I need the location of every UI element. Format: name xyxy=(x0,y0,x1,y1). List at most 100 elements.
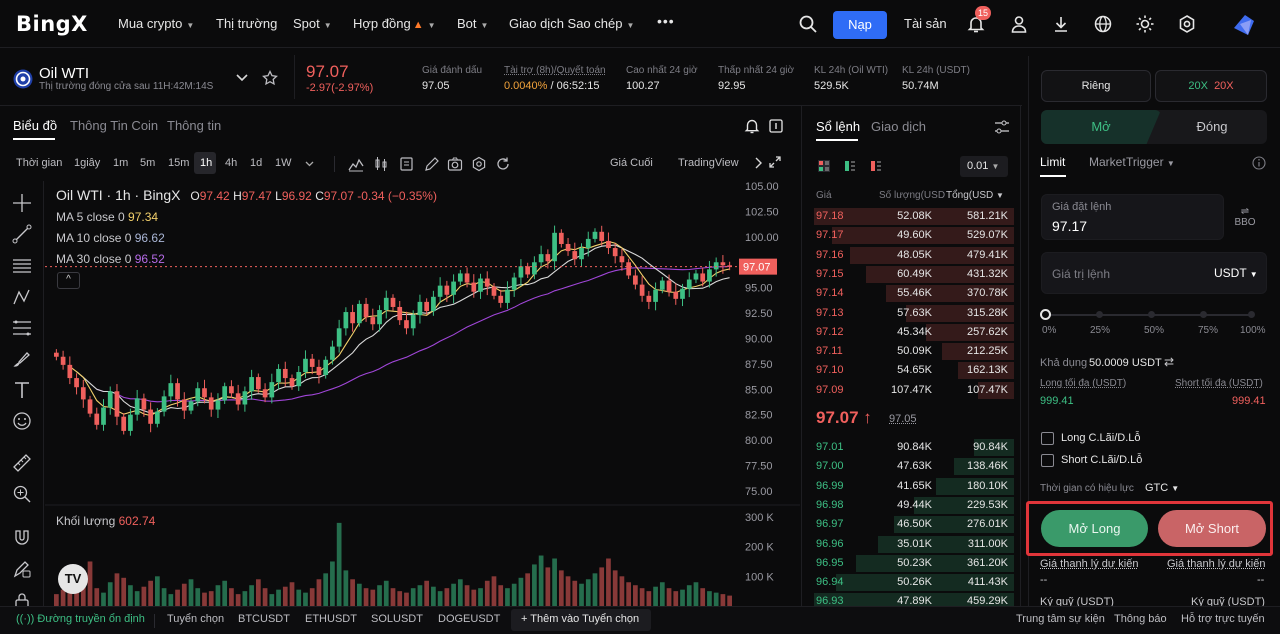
tab-coin-info[interactable]: Thông Tin Coin xyxy=(70,118,159,133)
tab-order-book[interactable]: Sổ lệnh xyxy=(816,119,861,134)
tif-select[interactable]: GTC ▼ xyxy=(1145,482,1179,494)
ask-row[interactable]: 97.11 50.09K 212.25K xyxy=(802,342,1014,361)
order-info-icon[interactable] xyxy=(769,119,783,133)
fullscreen-icon[interactable] xyxy=(768,155,782,169)
app-brand-icon[interactable] xyxy=(1231,12,1257,38)
bingx-logo[interactable]: BingX xyxy=(16,12,88,36)
favorite-star-icon[interactable] xyxy=(262,70,278,86)
horizontal-lines-icon[interactable] xyxy=(12,256,32,276)
interval-1s[interactable]: 1giây xyxy=(74,157,101,169)
bid-row[interactable]: 96.95 50.23K 361.20K xyxy=(802,554,1014,573)
ask-row[interactable]: 97.12 45.34K 257.62K xyxy=(802,323,1014,342)
nav-markets[interactable]: Thị trường xyxy=(216,16,277,31)
tab-chart[interactable]: Biểu đồ xyxy=(13,118,58,133)
ask-row[interactable]: 97.09 107.47K 107.47K xyxy=(802,381,1014,400)
funding-label[interactable]: Tài trợ (8h)/Quyết toán xyxy=(504,65,606,76)
ask-row[interactable]: 97.18 52.08K 581.21K xyxy=(802,207,1014,226)
bid-row[interactable]: 97.00 47.63K 138.46K xyxy=(802,457,1014,476)
assets-link[interactable]: Tài sản xyxy=(904,16,947,31)
footer-ticker-doge[interactable]: DOGEUSDT xyxy=(438,613,501,625)
indicators-icon[interactable] xyxy=(348,156,364,172)
precision-select[interactable]: 0.01 ▼ xyxy=(960,156,1008,177)
footer-ticker-btc[interactable]: BTCUSDT xyxy=(238,613,290,625)
candlestick-chart[interactable]: 105.00102.50100.0097.5095.0092.5090.0087… xyxy=(45,181,800,606)
bbo-button[interactable]: ⇌ BBO xyxy=(1231,206,1259,228)
announcements-link[interactable]: Thông báo xyxy=(1114,613,1167,625)
search-icon[interactable] xyxy=(798,14,818,34)
draw-pen-icon[interactable] xyxy=(424,156,440,172)
ask-row[interactable]: 97.16 48.05K 479.41K xyxy=(802,246,1014,265)
slider-handle[interactable] xyxy=(1040,309,1051,320)
nav-futures[interactable]: Hợp đồng ▲ ▼ xyxy=(353,16,436,31)
bid-row[interactable]: 96.96 35.01K 311.00K xyxy=(802,535,1014,554)
support-link[interactable]: Hỗ trợ trực tuyến xyxy=(1181,613,1265,625)
footer-ticker-sol[interactable]: SOLUSDT xyxy=(371,613,423,625)
reset-refresh-icon[interactable] xyxy=(495,156,511,172)
candle-type-icon[interactable] xyxy=(373,156,389,172)
tp-short-checkbox[interactable] xyxy=(1041,454,1054,467)
event-center-link[interactable]: Trung tâm sự kiện xyxy=(1016,613,1105,625)
tradingview-logo[interactable]: TV xyxy=(58,564,88,594)
tab-info[interactable]: Thông tin xyxy=(167,118,222,133)
settings-gear-icon[interactable] xyxy=(1177,14,1197,34)
transfer-icon[interactable]: ⇄ xyxy=(1164,355,1175,369)
bid-row[interactable]: 96.98 49.44K 229.53K xyxy=(802,496,1014,515)
more-menu-icon[interactable]: ••• xyxy=(657,13,675,29)
chevron-down-icon[interactable] xyxy=(236,74,248,82)
template-icon[interactable] xyxy=(399,156,415,172)
close-tab[interactable]: Đóng xyxy=(1196,119,1228,134)
add-favorites-button[interactable]: + Thêm vào Tuyển chọn xyxy=(521,613,639,625)
user-icon[interactable] xyxy=(1009,14,1029,34)
text-tool-icon[interactable] xyxy=(12,380,32,400)
symbol-name[interactable]: Oil WTI xyxy=(39,65,89,82)
col-total[interactable]: Tổng(USD ▼ xyxy=(946,190,1004,201)
chevron-switch-icon[interactable] xyxy=(752,157,766,169)
interval-1w[interactable]: 1W xyxy=(275,157,292,169)
tp-long-checkbox[interactable] xyxy=(1041,432,1054,445)
bid-row[interactable]: 96.94 50.26K 411.43K xyxy=(802,573,1014,592)
fib-tool-icon[interactable] xyxy=(12,318,32,338)
nav-copy-trading[interactable]: Giao dịch Sao chép ▼ xyxy=(509,16,634,31)
nav-buy-crypto[interactable]: Mua crypto ▼ xyxy=(118,16,194,31)
price-alert-bell-icon[interactable] xyxy=(744,118,760,134)
bid-row[interactable]: 97.01 90.84K 90.84K xyxy=(802,438,1014,457)
screenshot-camera-icon[interactable] xyxy=(447,156,463,172)
globe-icon[interactable] xyxy=(1093,14,1113,34)
interval-1m[interactable]: 1m xyxy=(113,157,129,169)
book-mark-price[interactable]: 97.05 xyxy=(889,413,917,425)
open-long-button[interactable]: Mở Long xyxy=(1041,510,1148,547)
emoji-icon[interactable] xyxy=(12,411,32,431)
ask-row[interactable]: 97.13 57.63K 315.28K xyxy=(802,304,1014,323)
chart-view-select[interactable]: TradingView xyxy=(678,157,739,169)
order-type-limit[interactable]: Limit xyxy=(1040,155,1066,169)
chart-settings-icon[interactable] xyxy=(471,156,487,172)
ask-row[interactable]: 97.17 49.60K 529.07K xyxy=(802,226,1014,245)
bid-row[interactable]: 96.97 46.50K 276.01K xyxy=(802,515,1014,534)
ask-row[interactable]: 97.15 60.49K 431.32K xyxy=(802,265,1014,284)
unit-select[interactable]: USDT ▼ xyxy=(1214,266,1258,280)
interval-15m[interactable]: 15m xyxy=(168,157,190,169)
book-settings-icon[interactable] xyxy=(994,120,1010,134)
crosshair-icon[interactable] xyxy=(12,193,32,213)
open-tab[interactable]: Mở xyxy=(1041,110,1161,144)
interval-4h[interactable]: 4h xyxy=(225,157,238,169)
order-type-market[interactable]: Market xyxy=(1089,155,1126,169)
nav-bot[interactable]: Bot ▼ xyxy=(457,16,488,31)
lock-drawing-icon[interactable] xyxy=(12,559,32,579)
ask-row[interactable]: 97.14 55.46K 370.78K xyxy=(802,284,1014,303)
open-short-button[interactable]: Mở Short xyxy=(1158,510,1266,547)
tab-trades[interactable]: Giao dịch xyxy=(871,119,926,134)
zoom-in-icon[interactable] xyxy=(12,484,32,504)
brush-icon[interactable] xyxy=(12,349,32,369)
view-bids-icon[interactable] xyxy=(843,159,857,173)
interval-5m[interactable]: 5m xyxy=(140,157,156,169)
price-input[interactable]: Giá đặt lệnh 97.17 xyxy=(1041,194,1224,240)
collapse-legend-button[interactable]: ^ xyxy=(57,272,80,289)
bid-row[interactable]: 96.99 41.65K 180.10K xyxy=(802,477,1014,496)
info-icon[interactable] xyxy=(1252,156,1266,170)
amount-input[interactable]: Giá trị lệnh USDT ▼ xyxy=(1041,252,1267,294)
price-type-select[interactable]: Giá Cuối xyxy=(610,157,653,169)
leverage-button[interactable]: 20X 20X xyxy=(1155,70,1267,102)
deposit-button[interactable]: Nạp xyxy=(833,11,887,39)
trend-line-icon[interactable] xyxy=(12,224,32,244)
